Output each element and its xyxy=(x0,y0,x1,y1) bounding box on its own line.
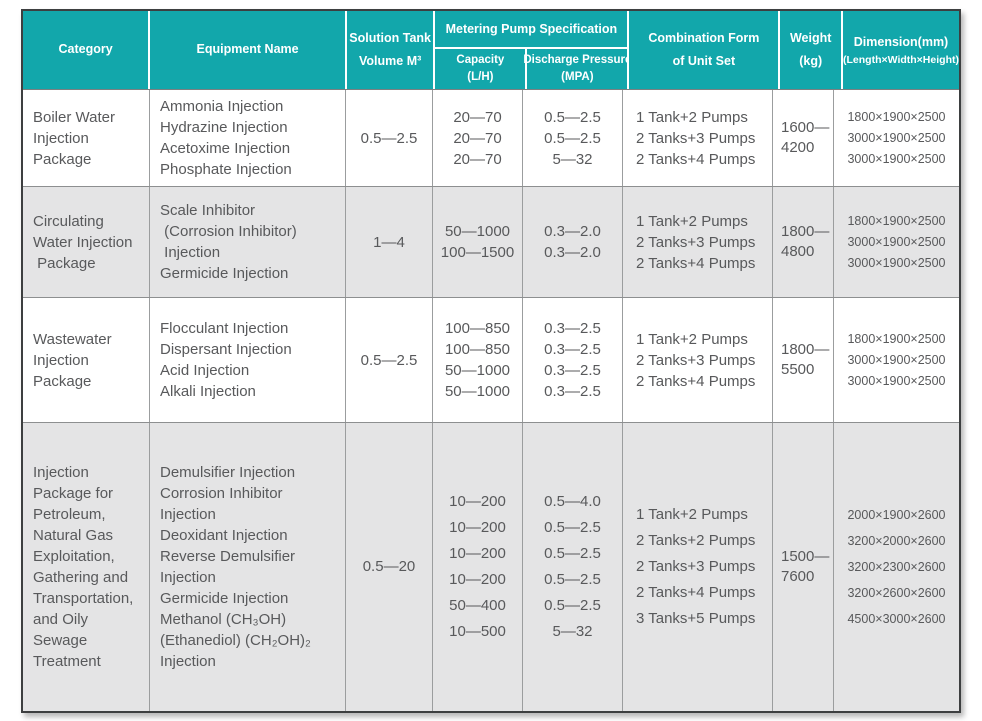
tank-volume-cell: 0.5—2.5 xyxy=(345,90,432,186)
pressure-cell: 0.5—2.5 0.5—2.5 5—32 xyxy=(522,90,622,186)
category-cell: Wastewater Injection Package xyxy=(33,330,112,390)
header-dimension-title: Dimension(mm) xyxy=(853,34,949,49)
equipment-cell: Demulsifier Injection Corrosion Inhibito… xyxy=(149,423,345,711)
category-cell: Circulating Water Injection Package xyxy=(33,212,133,272)
dimension-cell: 2000×1900×2600 3200×2000×2600 3200×2300×… xyxy=(833,423,959,711)
weight-cell: 1800— 4800 xyxy=(772,187,833,297)
table-row-boiler-water: Boiler Water Injection Package Ammonia I… xyxy=(23,90,959,186)
table-row-wastewater: Wastewater Injection Package Flocculant … xyxy=(23,297,959,422)
category-cell: Injection Package for Petroleum, Natural… xyxy=(33,464,134,670)
equipment-cell: Ammonia Injection Hydrazine Injection Ac… xyxy=(149,90,345,186)
capacity-cell: 10—200 10—200 10—200 10—200 50—400 10—50… xyxy=(432,423,522,711)
capacity-cell: 100—850 100—850 50—1000 50—1000 xyxy=(432,298,522,422)
table-body: Boiler Water Injection Package Ammonia I… xyxy=(23,89,959,711)
weight-cell: 1800— 5500 xyxy=(772,298,833,422)
header-discharge-pressure: Discharge Pressure (MPA) xyxy=(523,49,631,89)
header-solution-tank-volume: Solution Tank Volume M³ xyxy=(346,11,434,89)
dimension-cell: 1800×1900×2500 3000×1900×2500 3000×1900×… xyxy=(833,90,959,186)
header-weight: Weight (kg) xyxy=(780,11,841,89)
header-dimension: Dimension(mm) (Length×Width×Height) xyxy=(843,11,959,89)
capacity-cell: 20—70 20—70 20—70 xyxy=(432,90,522,186)
weight-cell: 1500— 7600 xyxy=(772,423,833,711)
table-header: Category Equipment Name Solution Tank Vo… xyxy=(23,11,959,89)
spec-table: Category Equipment Name Solution Tank Vo… xyxy=(21,9,961,713)
pressure-cell: 0.5—4.0 0.5—2.5 0.5—2.5 0.5—2.5 0.5—2.5 … xyxy=(522,423,622,711)
equipment-cell: Scale Inhibitor (Corrosion Inhibitor) In… xyxy=(149,187,345,297)
equipment-cell: Flocculant Injection Dispersant Injectio… xyxy=(149,298,345,422)
header-capacity: Capacity (L/H) xyxy=(435,49,526,89)
header-combination-form: Combination Form of Unit Set xyxy=(629,11,779,89)
combination-cell: 1 Tank+2 Pumps 2 Tanks+2 Pumps 2 Tanks+3… xyxy=(622,423,772,711)
header-metering-pump-specification: Metering Pump Specification xyxy=(435,11,628,47)
pressure-cell: 0.3—2.5 0.3—2.5 0.3—2.5 0.3—2.5 xyxy=(522,298,622,422)
combination-cell: 1 Tank+2 Pumps 2 Tanks+3 Pumps 2 Tanks+4… xyxy=(622,90,772,186)
capacity-cell: 50—1000 100—1500 xyxy=(432,187,522,297)
tank-volume-cell: 1—4 xyxy=(345,187,432,297)
tank-volume-cell: 0.5—2.5 xyxy=(345,298,432,422)
weight-cell: 1600— 4200 xyxy=(772,90,833,186)
header-dimension-subtitle: (Length×Width×Height) xyxy=(843,53,959,66)
combination-cell: 1 Tank+2 Pumps 2 Tanks+3 Pumps 2 Tanks+4… xyxy=(622,187,772,297)
header-metering-pump-group: Metering Pump Specification Capacity (L/… xyxy=(435,11,631,89)
table-row-petroleum-injection: Injection Package for Petroleum, Natural… xyxy=(23,422,959,711)
combination-cell: 1 Tank+2 Pumps 2 Tanks+3 Pumps 2 Tanks+4… xyxy=(622,298,772,422)
category-cell: Boiler Water Injection Package xyxy=(33,108,115,168)
tank-volume-cell: 0.5—20 xyxy=(345,423,432,711)
header-equipment-name: Equipment Name xyxy=(150,11,345,89)
pressure-cell: 0.3—2.0 0.3—2.0 xyxy=(522,187,622,297)
header-category: Category xyxy=(23,11,149,89)
table-row-circulating-water: Circulating Water Injection Package Scal… xyxy=(23,186,959,297)
dimension-cell: 1800×1900×2500 3000×1900×2500 3000×1900×… xyxy=(833,187,959,297)
dimension-cell: 1800×1900×2500 3000×1900×2500 3000×1900×… xyxy=(833,298,959,422)
